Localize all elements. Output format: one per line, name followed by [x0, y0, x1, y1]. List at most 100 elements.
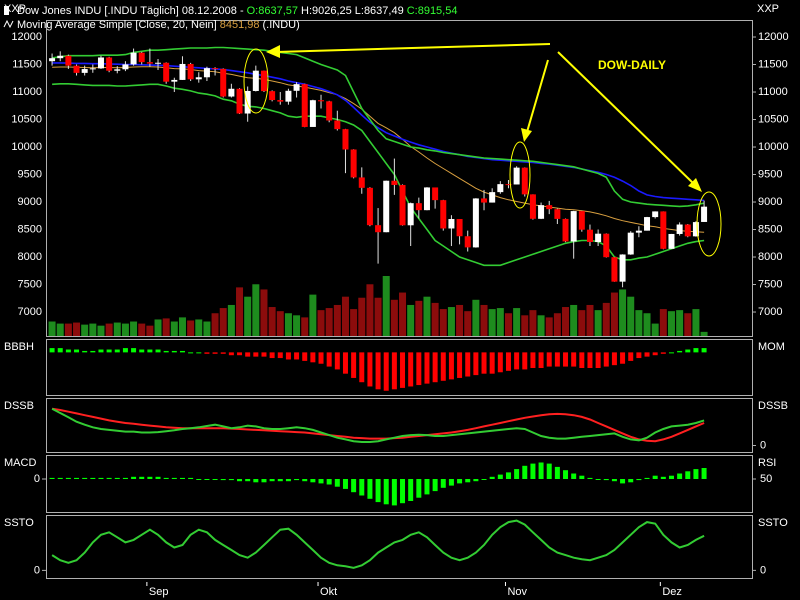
candle-body — [212, 68, 219, 70]
histogram-bar — [481, 479, 487, 480]
histogram-bar — [302, 479, 308, 482]
histogram-bar — [375, 352, 381, 390]
histogram-bar — [440, 479, 446, 488]
histogram-bar — [285, 479, 291, 482]
candle-body — [701, 206, 708, 222]
histogram-bar — [351, 352, 357, 378]
histogram-bar — [644, 352, 650, 357]
candle-body — [228, 88, 235, 97]
candle-body — [660, 211, 667, 249]
histogram-bar — [122, 477, 128, 479]
histogram-bar — [424, 352, 430, 384]
y-tick-label: 0 — [760, 439, 766, 451]
candle-body — [203, 68, 210, 78]
volume-bar — [138, 323, 146, 336]
histogram-bar — [367, 352, 373, 387]
histogram-bar — [310, 352, 316, 363]
histogram-bar — [554, 466, 560, 479]
histogram-bar — [473, 352, 479, 376]
panel-frames — [46, 20, 753, 579]
volume-bar — [651, 323, 659, 336]
candle-body — [505, 184, 512, 186]
histogram-bar — [603, 352, 609, 367]
histogram-bar — [383, 479, 389, 505]
histogram-bar — [163, 477, 169, 479]
y-tick-label: 8500 — [18, 223, 42, 235]
volume-bar — [48, 321, 56, 336]
candle-body — [146, 62, 153, 64]
volume-bar — [358, 297, 366, 336]
histogram-bar — [677, 473, 683, 479]
histogram-bar — [693, 469, 699, 479]
volume-bar — [684, 313, 692, 336]
histogram-bar — [416, 479, 422, 498]
histogram-bar — [245, 479, 251, 482]
y-tick-label: 10000 — [11, 141, 42, 153]
overlay-line — [51, 46, 705, 208]
highlight-ellipse — [509, 141, 531, 209]
candle-body — [277, 100, 284, 102]
ssto-panel — [46, 515, 753, 579]
histogram-bar — [400, 352, 406, 388]
y2-tick-label: 11500 — [758, 58, 788, 70]
candle-body — [562, 218, 569, 242]
volume-bar — [73, 322, 81, 336]
header: Dow Jones INDU [.INDU Täglich] 08.12.200… — [17, 5, 457, 17]
volume-bar — [570, 304, 578, 336]
candle-body — [497, 184, 504, 193]
histogram-bar — [457, 352, 463, 378]
y-tick-label: 0 — [34, 473, 40, 485]
candle-body — [635, 230, 642, 233]
histogram-bar — [98, 477, 104, 479]
histogram-bar — [90, 477, 96, 479]
volume-bar — [545, 317, 553, 336]
histogram-bar — [448, 479, 454, 486]
histogram-bar — [505, 472, 511, 479]
histogram-bar — [465, 352, 471, 377]
histogram-bar — [660, 352, 666, 354]
volume-bar — [635, 310, 643, 336]
histogram-bar — [294, 479, 300, 481]
histogram-bar — [497, 474, 503, 479]
annotation: DOW-DAILY — [598, 58, 666, 72]
candle-body — [342, 129, 349, 150]
volume-bar — [700, 331, 708, 336]
histogram-bar — [595, 479, 601, 480]
volume-bar — [130, 321, 138, 336]
arrow — [557, 51, 695, 185]
y-tick-label: 8000 — [18, 251, 42, 263]
histogram-bar — [277, 479, 283, 482]
candle-body — [106, 57, 113, 71]
histogram-bar — [342, 479, 348, 489]
candle-body — [375, 225, 382, 233]
histogram-bar — [49, 348, 55, 353]
candle-body — [187, 63, 194, 80]
volume-bar — [333, 304, 341, 336]
histogram-bar — [375, 479, 381, 503]
histogram-bar — [440, 352, 446, 381]
candle-body — [423, 187, 430, 211]
header-value: O:8637,57 — [247, 5, 298, 17]
volume-bar — [187, 320, 195, 336]
legend: Moving Average Simple [Close, 20, Nein] 8… — [17, 19, 300, 31]
volume-bar — [447, 307, 455, 336]
x-tick-label: Sep — [149, 586, 169, 598]
candle-body — [260, 70, 267, 92]
y2-tick-label: 9500 — [758, 168, 782, 180]
candle-body — [89, 68, 96, 70]
volume-bar — [89, 323, 97, 336]
candle-body — [513, 167, 520, 185]
volume-bar — [496, 308, 504, 336]
legend-name: Moving Average Simple [Close, 20, Nein] — [17, 19, 217, 31]
candle-body — [481, 198, 488, 203]
histogram-bar — [57, 348, 63, 353]
candle-body — [668, 233, 675, 249]
volume-bar — [236, 287, 244, 336]
candle-body — [546, 205, 553, 210]
candle-body — [578, 211, 585, 230]
legend-suffix: (.INDU) — [263, 19, 300, 31]
histogram-bar — [114, 477, 120, 479]
candle-body — [138, 52, 145, 63]
candle-body — [538, 205, 545, 219]
candle-body — [440, 200, 447, 229]
